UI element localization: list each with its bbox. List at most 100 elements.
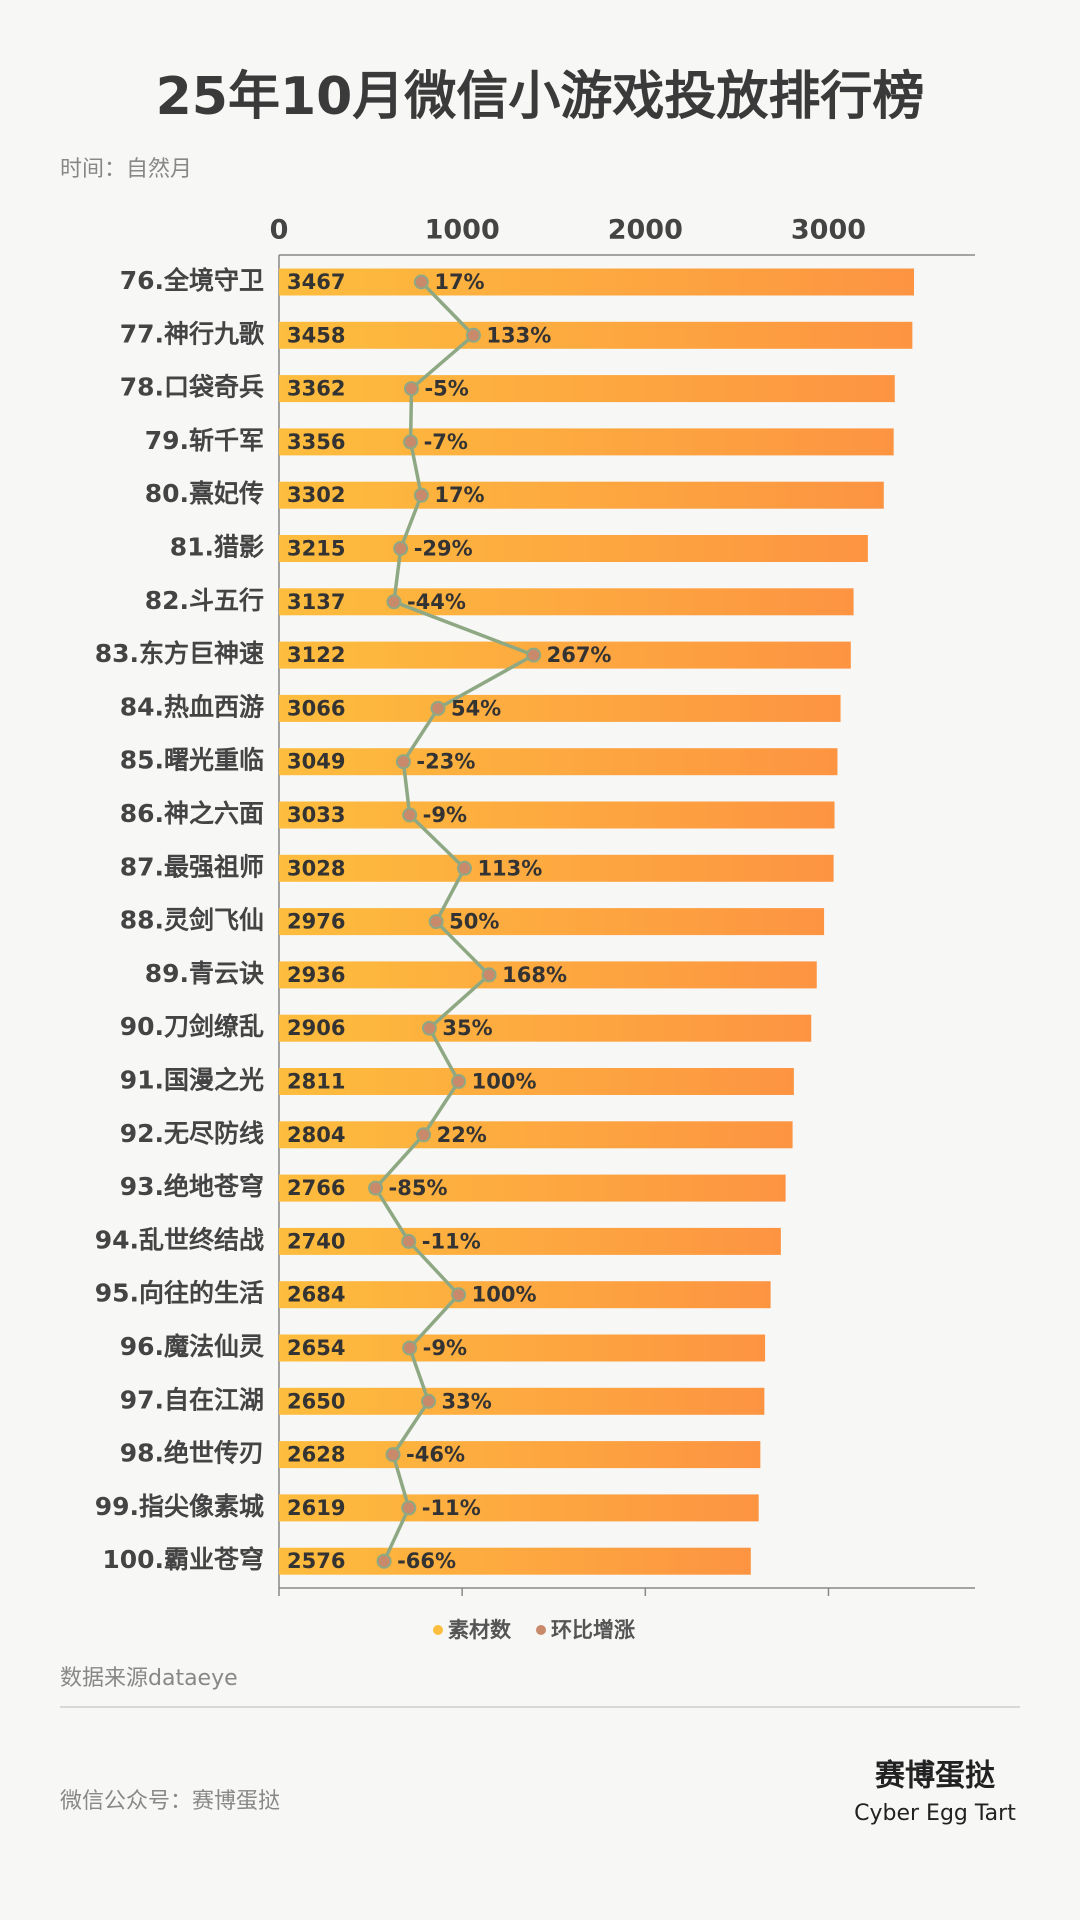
bar: [279, 268, 915, 296]
line-value-label: 100%: [472, 1070, 537, 1094]
bar: [279, 428, 894, 456]
bar-value-label: 3033: [287, 803, 345, 827]
line-point: [481, 967, 497, 983]
y-tick-label: 92.无尽防线: [120, 1119, 264, 1148]
bar-value-label: 3302: [287, 483, 345, 507]
y-tick-label: 94.乱世终结战: [95, 1225, 264, 1254]
bar-value-label: 2619: [287, 1496, 345, 1520]
line-value-label: -46%: [406, 1443, 465, 1467]
bar: [279, 641, 851, 669]
line-value-label: 50%: [449, 910, 499, 934]
line-value-label: 113%: [477, 856, 542, 880]
bar: [279, 1227, 781, 1255]
y-tick-label: 93.绝地苍穹: [120, 1172, 264, 1201]
y-tick-label: 79.斩千军: [145, 426, 264, 455]
line-point: [386, 594, 402, 610]
line-point: [402, 807, 418, 823]
bar: [279, 1441, 761, 1469]
y-tick-label: 78.口袋奇兵: [120, 373, 264, 402]
bar: [279, 1494, 759, 1522]
line-point: [403, 434, 419, 450]
y-tick-label: 91.国漫之光: [120, 1066, 264, 1095]
y-tick-label: 98.绝世传刃: [120, 1439, 264, 1468]
y-tick-label: 88.灵剑飞仙: [120, 906, 264, 935]
line-value-label: 17%: [434, 270, 484, 294]
bar: [279, 535, 868, 562]
bar: [279, 1334, 766, 1362]
line-point: [428, 914, 444, 930]
bar-value-label: 3049: [287, 750, 345, 774]
bar-value-label: 2936: [287, 963, 345, 987]
line-value-label: -5%: [424, 377, 468, 401]
x-tick-label: 2000: [608, 215, 683, 246]
bar: [279, 1068, 794, 1095]
chart-title: 25年10月微信小游戏投放排行榜: [156, 67, 925, 127]
line-point: [430, 700, 446, 716]
line-point: [403, 381, 419, 397]
line-value-label: 17%: [434, 483, 484, 507]
line-point: [393, 541, 409, 556]
bar-value-label: 2654: [287, 1336, 345, 1360]
line-value-label: 35%: [442, 1016, 492, 1040]
line-value-label: -11%: [422, 1496, 481, 1520]
bar-value-label: 2804: [287, 1123, 345, 1147]
y-tick-label: 99.指尖像素城: [95, 1492, 264, 1521]
line-value-label: -66%: [397, 1549, 456, 1573]
bar-value-label: 2684: [287, 1283, 345, 1307]
bar-value-label: 3137: [287, 590, 345, 614]
bar: [279, 801, 835, 829]
bar: [279, 694, 841, 722]
line-value-label: 133%: [486, 323, 551, 347]
y-tick-label: 87.最强祖师: [120, 852, 264, 881]
y-tick-label: 100.霸业苍穹: [102, 1545, 264, 1574]
line-point: [401, 1233, 417, 1249]
y-tick-label: 83.东方巨神速: [95, 639, 264, 668]
line-value-label: -9%: [423, 1336, 467, 1360]
line-point: [413, 274, 429, 290]
line-point: [451, 1074, 467, 1089]
bar-value-label: 2650: [287, 1389, 345, 1413]
bar-value-label: 2976: [287, 910, 345, 934]
bar: [279, 1121, 793, 1149]
legend-swatch: [433, 1625, 443, 1635]
line-value-label: 100%: [472, 1283, 537, 1307]
bar: [279, 908, 825, 936]
y-tick-label: 84.热血西游: [120, 692, 264, 721]
footer-account: 微信公众号：赛博蛋挞: [60, 1789, 280, 1814]
line-point: [413, 487, 429, 503]
line-point: [456, 860, 472, 876]
y-tick-label: 89.青云诀: [145, 959, 264, 988]
y-tick-label: 76.全境守卫: [120, 266, 264, 295]
line-point: [465, 327, 481, 343]
bar-value-label: 2576: [287, 1549, 345, 1573]
line-value-label: -44%: [407, 590, 466, 614]
line-point: [395, 754, 411, 770]
y-tick-label: 97.自在江湖: [120, 1385, 264, 1414]
line-point: [421, 1393, 437, 1409]
legend-label: 环比增涨: [551, 1618, 635, 1642]
line-value-label: -85%: [389, 1176, 448, 1200]
y-tick-label: 86.神之六面: [120, 799, 264, 828]
source: 数据来源dataeye: [60, 1666, 238, 1691]
subtitle: 时间：自然月: [60, 157, 192, 182]
bar: [279, 1387, 765, 1415]
y-tick-label: 82.斗五行: [145, 586, 264, 615]
bar: [279, 1547, 751, 1575]
line-point: [385, 1447, 401, 1463]
bar-value-label: 3356: [287, 430, 345, 454]
line-value-label: 267%: [547, 643, 612, 667]
line-value-label: 22%: [437, 1123, 487, 1147]
bar: [279, 1014, 812, 1042]
y-tick-label: 81.猎影: [170, 533, 264, 562]
bar-value-label: 2740: [287, 1229, 345, 1253]
line-point: [451, 1287, 467, 1303]
line-point: [526, 647, 542, 663]
brand-en: Cyber Egg Tart: [854, 1801, 1016, 1826]
x-tick-label: 3000: [791, 215, 866, 246]
line-value-label: -11%: [422, 1229, 481, 1253]
bar-value-label: 2628: [287, 1443, 345, 1467]
x-tick-label: 1000: [425, 215, 500, 246]
bar-value-label: 3122: [287, 643, 345, 667]
bar: [279, 588, 854, 616]
y-tick-label: 80.熹妃传: [145, 479, 264, 508]
